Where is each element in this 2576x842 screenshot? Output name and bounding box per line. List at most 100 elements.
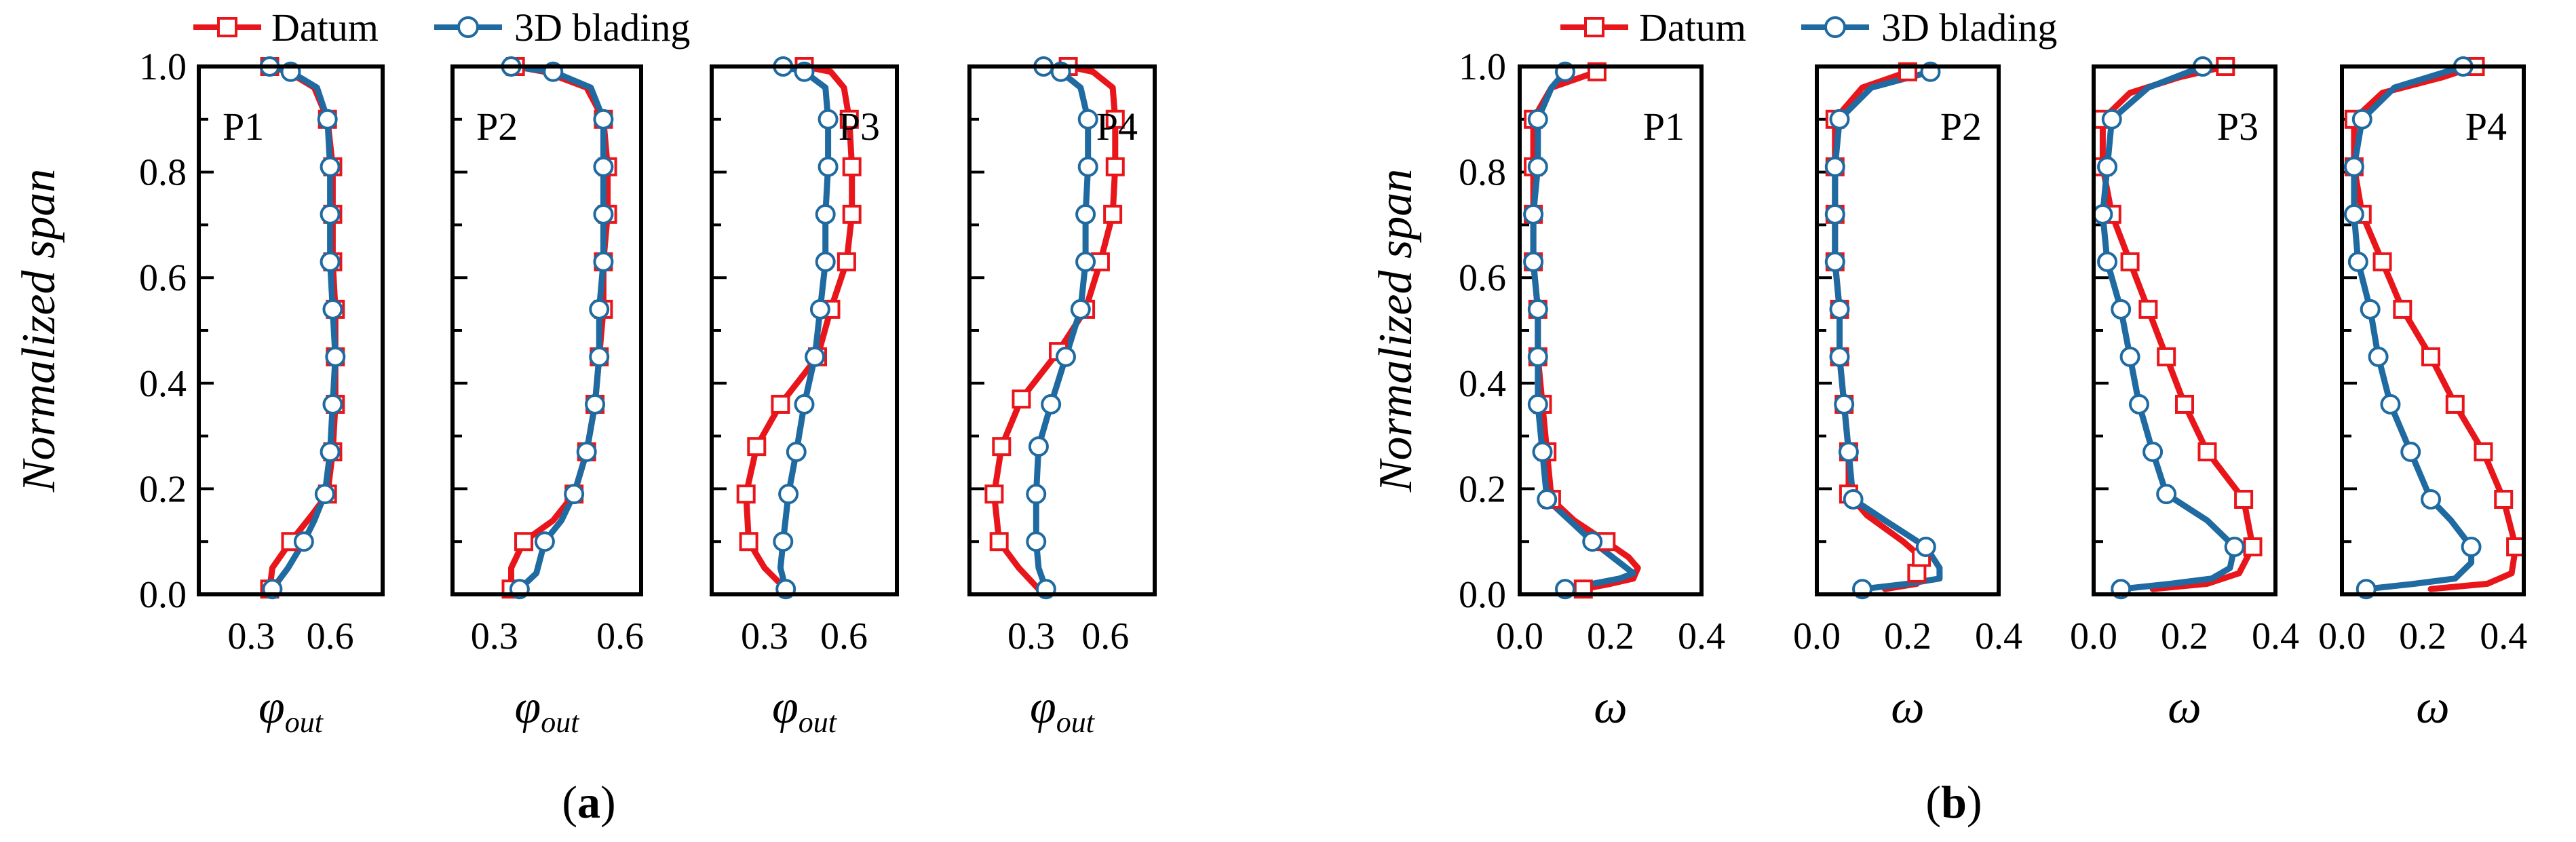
datum-line (267, 66, 339, 592)
datum-marker (1012, 389, 1031, 409)
3d-blading-line (1530, 69, 1636, 592)
y-tick-label: 0.0 (1459, 574, 1506, 616)
3d-blading-marker (1055, 346, 1076, 367)
3d-blading-marker (2224, 536, 2245, 557)
datum-marker (1105, 109, 1125, 129)
3d-blading-marker (322, 299, 343, 320)
panel-a-p4: P4 0.3 0.6 φout (967, 56, 1157, 739)
y-tick-label: 1.0 (139, 46, 187, 88)
x-tick-label: 0.0 (2070, 615, 2117, 657)
caption-b: (b) (1925, 776, 1982, 828)
y-tick-label: 0.4 (1459, 363, 1506, 405)
panel-title: P3 (2217, 104, 2258, 149)
3d-blading-marker (1070, 299, 1091, 320)
y-tick-label: 0.2 (1459, 468, 1506, 510)
legend-datum-marker (1584, 17, 1604, 37)
y-axis-title: Normalized span (1370, 169, 1422, 493)
3d-blading-marker (320, 204, 341, 225)
panel-title: P1 (223, 104, 264, 149)
datum-marker (739, 532, 758, 552)
3d-blading-marker (1026, 484, 1047, 505)
3d-blading-marker (778, 484, 799, 505)
x-axis-title: ω (1594, 681, 1627, 733)
3d-blading-marker (2343, 204, 2364, 225)
caption-a: (a) (562, 776, 615, 828)
3d-blading-marker (317, 109, 338, 130)
panel-b-p4: P4 0.0 0.2 0.4 ω (2318, 56, 2527, 733)
x-tick-label: 0.2 (2399, 615, 2446, 657)
x-tick-label: 0.3 (1007, 615, 1055, 657)
3d-blading-marker (1532, 441, 1553, 462)
3d-blading-marker (1527, 346, 1548, 367)
3d-blading-marker (1834, 394, 1855, 415)
panel-frame (1815, 64, 2001, 596)
x-axis-title: φout (515, 681, 581, 739)
datum-marker (842, 204, 862, 224)
3d-blading-line (508, 66, 607, 592)
datum-marker (2234, 489, 2254, 509)
datum-marker (992, 437, 1012, 457)
3d-blading-marker (1824, 204, 1845, 225)
datum-marker (2157, 347, 2176, 366)
3d-blading-marker (1523, 251, 1544, 272)
3d-blading-marker (2097, 156, 2118, 177)
3d-blading-marker (564, 484, 585, 505)
3d-blading-marker (1075, 204, 1096, 225)
datum-line (743, 66, 856, 592)
3d-blading-marker (1829, 109, 1850, 130)
3d-blading-marker (815, 251, 836, 272)
x-tick-label: 0.6 (820, 615, 868, 657)
3d-blading-marker (320, 156, 341, 177)
x-axis-title: ω (1891, 681, 1924, 733)
datum-marker (989, 532, 1009, 552)
y-axis-a: Normalized span 0.0 0.2 0.4 0.6 0.8 1.0 (13, 46, 187, 616)
y-tick-label: 0.8 (1459, 152, 1506, 194)
3d-blading-marker (2142, 441, 2164, 462)
legend-blading-label: 3D blading (514, 5, 690, 50)
3d-blading-marker (576, 441, 597, 462)
panel-b-p3: P3 0.0 0.2 0.4 ω (2070, 56, 2299, 733)
y-axis-title: Normalized span (13, 169, 65, 493)
datum-marker (842, 157, 862, 176)
3d-blading-marker (1075, 251, 1096, 272)
datum-marker (2393, 299, 2412, 319)
3d-blading-marker (1028, 436, 1049, 457)
panel-title: P4 (1096, 104, 1138, 149)
3d-blading-marker (2129, 394, 2149, 415)
datum-marker (2138, 299, 2158, 319)
3d-blading-marker (1915, 536, 1936, 557)
datum-marker (736, 484, 756, 504)
y-tick-label: 0.0 (139, 574, 187, 616)
3d-blading-marker (815, 204, 836, 225)
3d-blading-marker (589, 346, 610, 367)
datum-line (1832, 69, 1925, 592)
legend-b: Datum 3D blading (1560, 5, 2057, 50)
x-tick-label: 0.2 (2161, 615, 2208, 657)
3d-blading-marker (2119, 346, 2140, 367)
datum-marker (2175, 394, 2194, 414)
x-tick-label: 0.3 (741, 615, 788, 657)
3d-blading-marker (818, 156, 839, 177)
x-tick-label: 0.2 (1884, 615, 1931, 657)
legend-blading-marker (457, 16, 479, 38)
3d-blading-marker (1582, 531, 1603, 552)
datum-marker (2474, 442, 2493, 461)
panel-frame (710, 64, 899, 596)
datum-line (2099, 66, 2256, 592)
datum-marker (2197, 442, 2217, 461)
3d-blading-marker (593, 156, 614, 177)
3d-blading-marker (2368, 346, 2389, 367)
datum-marker (747, 437, 767, 457)
x-tick-label: 0.4 (2252, 615, 2299, 657)
3d-blading-marker (534, 531, 555, 552)
y-tick-label: 0.8 (139, 152, 187, 194)
3d-blading-marker (794, 394, 815, 415)
3d-blading-marker (1077, 109, 1098, 130)
x-tick-label: 0.0 (1793, 615, 1841, 657)
datum-line (508, 66, 611, 592)
x-axis-title: ω (2416, 681, 2449, 733)
panel-frame (1518, 64, 1704, 596)
datum-marker (2120, 252, 2140, 271)
panel-a-p2: P2 0.3 0.6 φout (450, 56, 644, 739)
3d-blading-marker (2156, 484, 2177, 505)
